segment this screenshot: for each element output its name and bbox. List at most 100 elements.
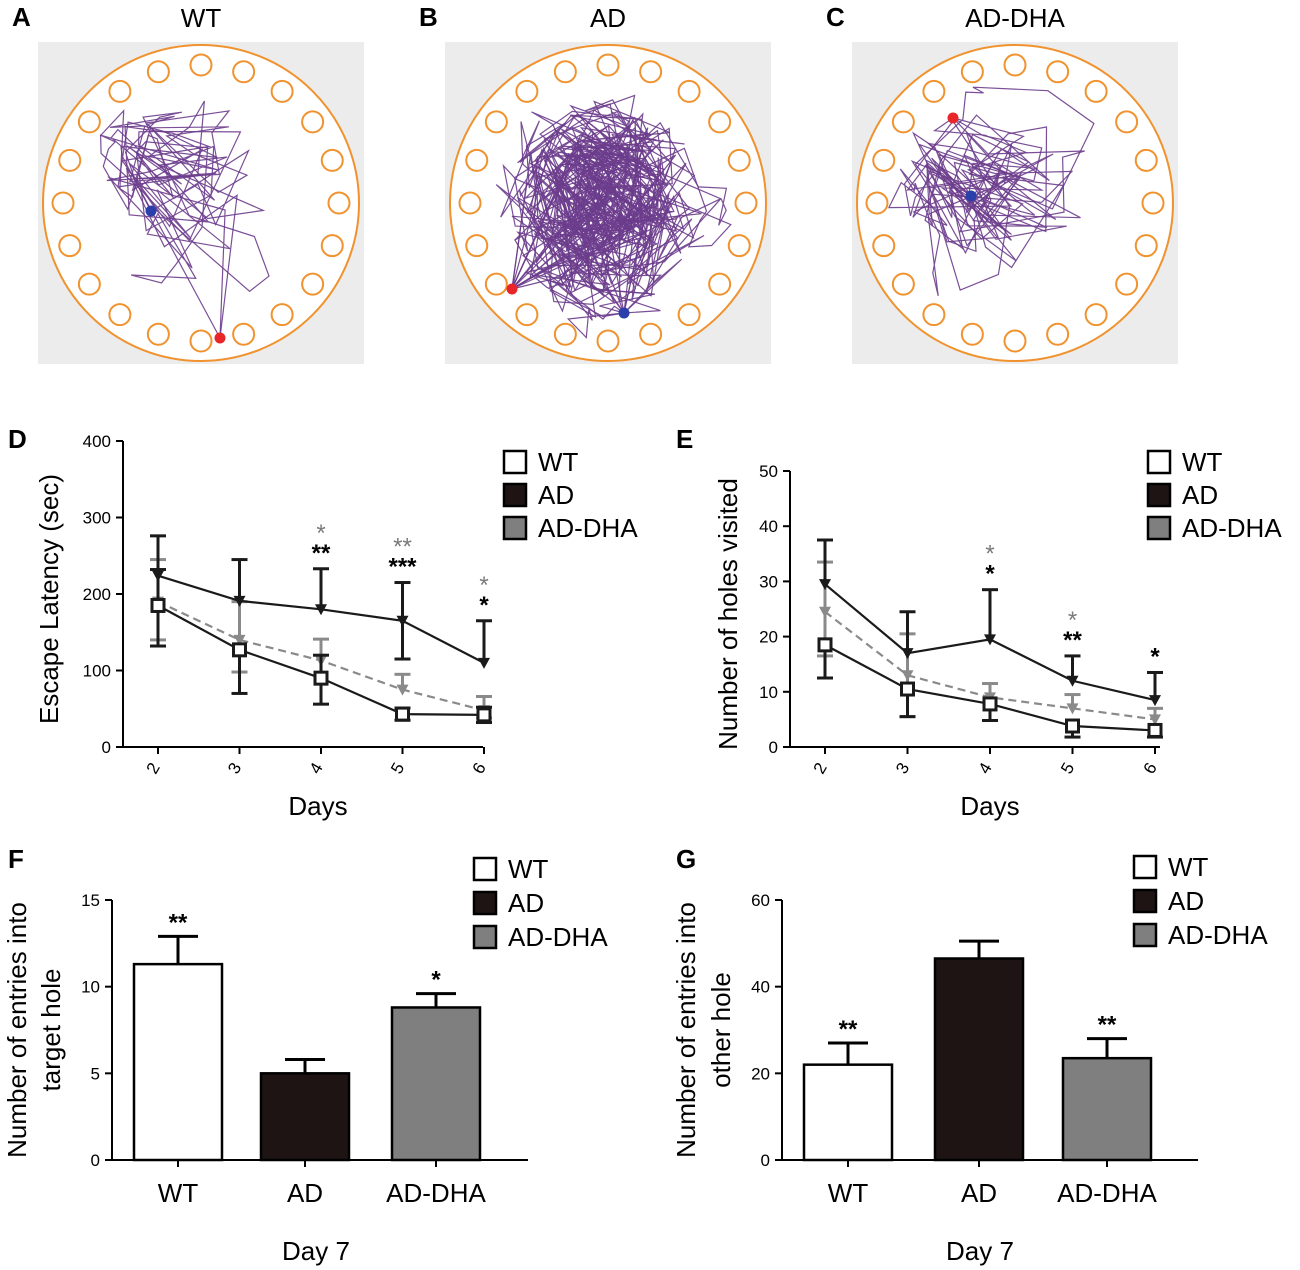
legend-swatch-ad	[502, 482, 528, 508]
legend-swatch-ad-dha	[1146, 515, 1172, 541]
y-tick-label: 60	[751, 891, 770, 910]
x-tick-label: 6	[469, 759, 490, 777]
line-chart-E: E 0 10 20 30 40 50 2 3 4 5 6 Days Number of holes vis…	[676, 424, 1282, 821]
mouse-track	[511, 110, 705, 314]
x-axis-label: Day 7	[946, 1236, 1014, 1266]
legend-label: AD-DHA	[1168, 920, 1268, 950]
escape-hole	[484, 110, 508, 134]
escape-hole	[232, 322, 256, 346]
x-tick-label: 2	[810, 759, 831, 777]
maze-panel-ad-dha: C AD-DHA	[826, 2, 1178, 364]
bar-wt	[132, 962, 224, 1162]
escape-hole	[458, 191, 482, 215]
escape-hole	[327, 191, 351, 215]
data-point	[476, 707, 492, 723]
maze-panels: A WT B AD C AD-DHA	[12, 2, 1178, 364]
target-hole-marker	[947, 112, 959, 124]
escape-hole	[77, 110, 101, 134]
x-tick-label: 4	[975, 759, 996, 777]
x-tick-label: WT	[828, 1178, 869, 1208]
significance-marker: *	[985, 541, 994, 568]
escape-hole	[553, 60, 577, 84]
y-tick-label: 10	[81, 978, 100, 997]
escape-hole	[77, 272, 101, 296]
escape-hole	[1115, 272, 1139, 296]
escape-hole	[708, 110, 732, 134]
escape-hole	[1046, 60, 1070, 84]
y-tick-label: 30	[759, 572, 778, 591]
significance-marker: ***	[388, 554, 417, 581]
legend-swatch-ad	[1146, 482, 1172, 508]
legend-swatch-wt	[472, 856, 498, 882]
legend-label: AD	[508, 888, 544, 918]
escape-hole	[484, 272, 508, 296]
escape-hole	[960, 60, 984, 84]
panel-letter-A: A	[12, 2, 31, 32]
escape-hole	[872, 234, 896, 258]
data-point	[817, 637, 833, 653]
y-tick-label: 5	[91, 1064, 100, 1083]
escape-hole	[1134, 148, 1158, 172]
significance-marker: *	[316, 520, 325, 547]
escape-hole	[1003, 53, 1027, 77]
x-tick-label: 3	[224, 759, 245, 777]
escape-hole	[146, 60, 170, 84]
legend-swatch-ad-dha	[502, 515, 528, 541]
x-tick-label: 4	[306, 759, 327, 777]
escape-hole	[891, 272, 915, 296]
panel-letter-F: F	[8, 844, 24, 874]
significance-marker: **	[312, 540, 331, 567]
legend-label: AD-DHA	[538, 513, 638, 543]
mouse-track	[511, 109, 702, 314]
start-point	[145, 205, 157, 217]
x-axis-label: Day 7	[282, 1236, 350, 1266]
y-tick-label: 50	[759, 462, 778, 481]
legend-label: AD	[1168, 886, 1204, 916]
series-wt	[150, 568, 492, 725]
escape-hole	[727, 234, 751, 258]
start-point	[618, 307, 630, 319]
escape-hole	[189, 53, 213, 77]
significance-marker: **	[393, 534, 412, 561]
legend-swatch-wt	[502, 449, 528, 475]
escape-hole	[596, 329, 620, 353]
escape-hole	[596, 53, 620, 77]
data-point	[1066, 675, 1079, 687]
mouse-track	[887, 117, 1065, 291]
y-tick-label: 0	[761, 1151, 770, 1170]
escape-hole	[1134, 234, 1158, 258]
legend-swatch-ad	[1132, 888, 1158, 914]
data-point	[1066, 703, 1079, 715]
escape-hole	[677, 303, 701, 327]
y-tick-label: 300	[83, 509, 111, 528]
y-axis-label: other hole	[706, 972, 736, 1088]
y-tick-label: 40	[759, 517, 778, 536]
legend-label: WT	[538, 447, 579, 477]
x-tick-label: AD	[961, 1178, 997, 1208]
escape-hole	[1115, 110, 1139, 134]
y-axis-label: Number of holes visited	[713, 478, 743, 750]
escape-hole	[708, 272, 732, 296]
y-axis-label: target hole	[36, 969, 66, 1092]
y-tick-label: 0	[769, 738, 778, 757]
escape-hole	[891, 110, 915, 134]
series-ad	[150, 534, 492, 669]
legend-swatch-ad-dha	[472, 924, 498, 950]
target-hole-marker	[214, 332, 226, 344]
escape-hole	[108, 303, 132, 327]
maze-title: AD-DHA	[965, 3, 1065, 33]
x-tick-label: WT	[158, 1178, 199, 1208]
escape-hole	[1084, 79, 1108, 103]
bar-charts: F 0 5 10 15 WT ** AD AD-DHA * Day 7 Number of entri…	[2, 844, 1268, 1266]
panel-letter-E: E	[676, 424, 693, 454]
significance-marker: **	[839, 1016, 858, 1043]
escape-hole	[922, 79, 946, 103]
significance-marker: **	[1063, 627, 1082, 654]
legend-label: AD-DHA	[508, 922, 608, 952]
bar-ad	[933, 957, 1025, 1162]
escape-hole	[320, 234, 344, 258]
x-axis-label: Days	[288, 791, 347, 821]
escape-hole	[515, 79, 539, 103]
